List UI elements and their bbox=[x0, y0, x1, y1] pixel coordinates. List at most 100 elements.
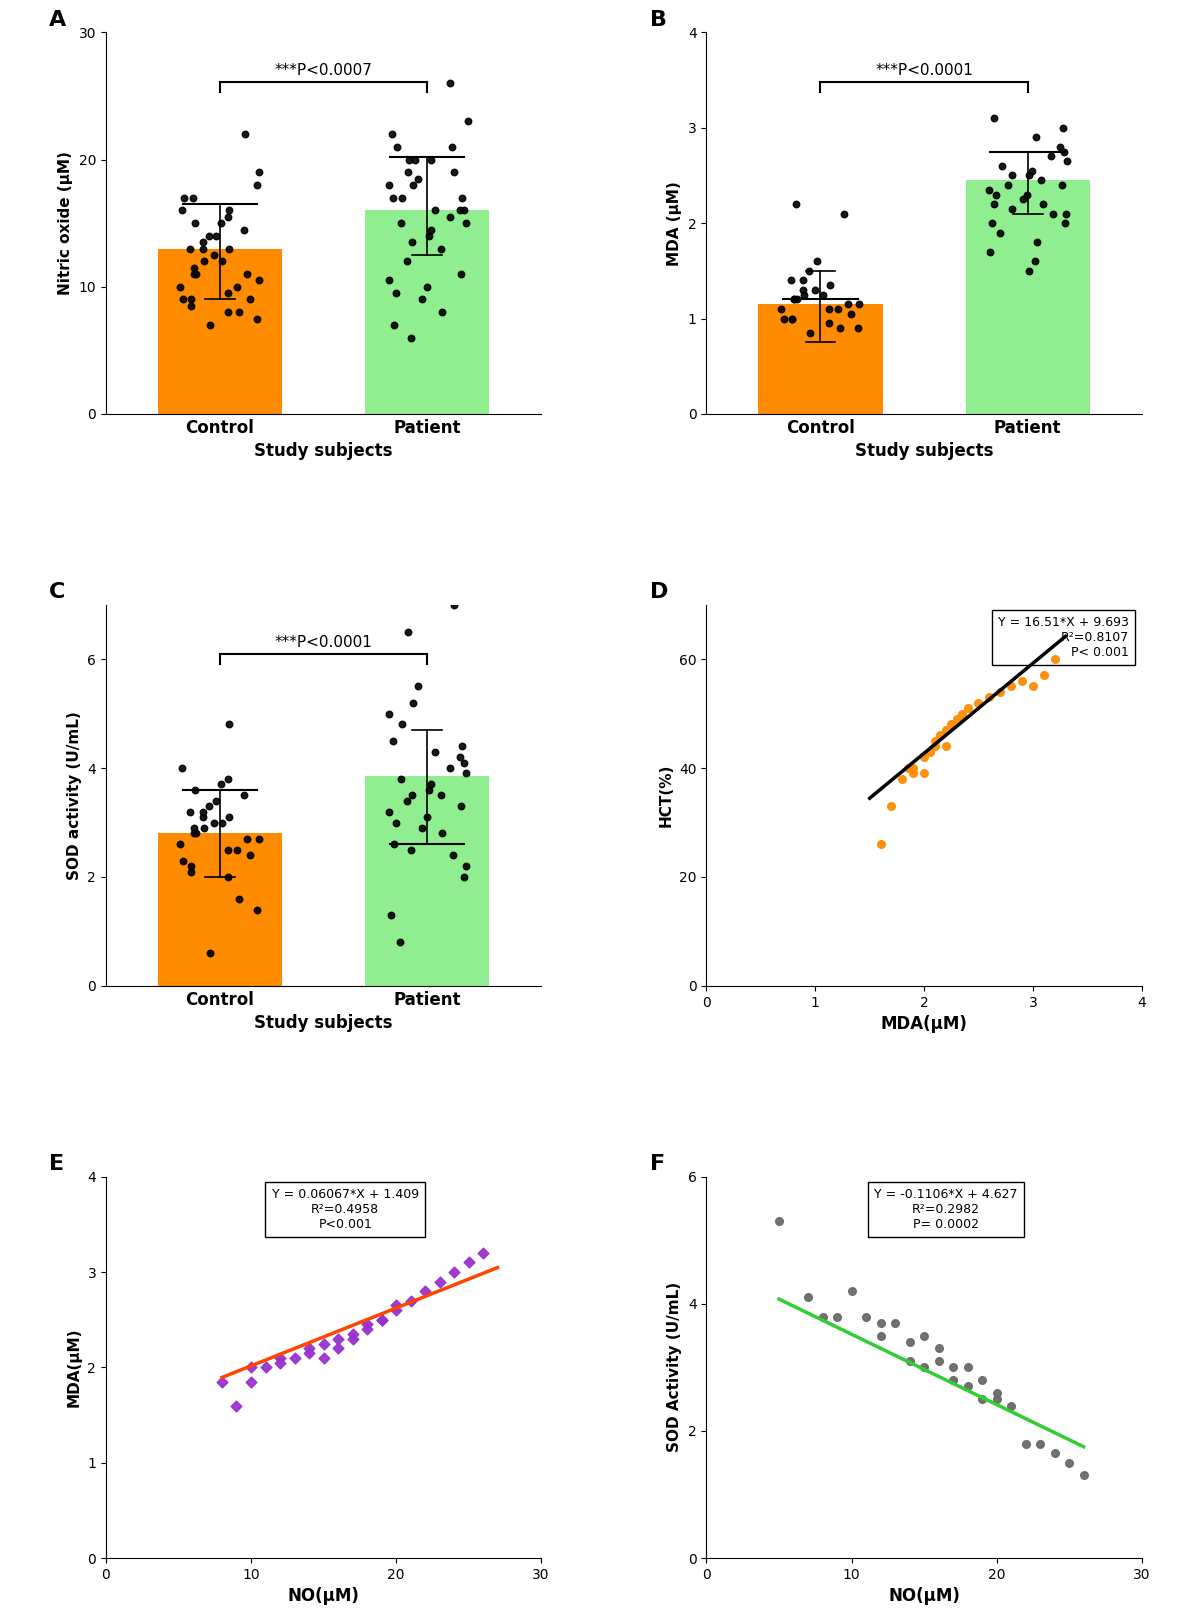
Point bbox=[419, 222, 438, 248]
Point bbox=[830, 315, 849, 341]
Point bbox=[219, 837, 238, 863]
Bar bbox=[158, 834, 282, 985]
Point bbox=[413, 286, 432, 312]
Point bbox=[399, 146, 418, 172]
Point bbox=[358, 1311, 377, 1337]
Point bbox=[793, 268, 812, 294]
Point bbox=[979, 177, 998, 203]
Point bbox=[440, 70, 459, 96]
Point bbox=[871, 831, 890, 857]
Point bbox=[452, 794, 471, 820]
Point bbox=[230, 299, 248, 325]
Point bbox=[399, 159, 418, 185]
Point bbox=[1026, 125, 1045, 151]
Point bbox=[271, 1345, 290, 1371]
Text: ***P<0.0001: ***P<0.0001 bbox=[876, 63, 973, 78]
Point bbox=[227, 274, 246, 300]
Point bbox=[455, 863, 474, 889]
Y-axis label: MDA (μM): MDA (μM) bbox=[667, 180, 683, 266]
Point bbox=[213, 1368, 232, 1394]
Point bbox=[834, 201, 853, 227]
Point bbox=[805, 278, 824, 304]
Point bbox=[1057, 148, 1076, 174]
Point bbox=[459, 1250, 478, 1276]
Text: ***P<0.0001: ***P<0.0001 bbox=[274, 635, 372, 651]
Point bbox=[184, 185, 202, 211]
Point bbox=[457, 854, 476, 880]
Text: ***P<0.0007: ***P<0.0007 bbox=[274, 63, 372, 78]
Point bbox=[213, 248, 232, 274]
Point bbox=[440, 204, 459, 230]
Point bbox=[942, 711, 960, 737]
Point bbox=[218, 204, 237, 230]
Point bbox=[391, 930, 410, 956]
Bar bbox=[965, 180, 1090, 414]
Point bbox=[793, 278, 812, 304]
Point bbox=[915, 1354, 933, 1380]
Point bbox=[234, 782, 253, 808]
Point bbox=[843, 1277, 862, 1303]
Point bbox=[1075, 1462, 1093, 1488]
Point bbox=[174, 286, 193, 312]
Point bbox=[248, 896, 267, 922]
Point bbox=[241, 842, 260, 868]
Point bbox=[314, 1345, 333, 1371]
Point bbox=[984, 105, 1003, 131]
Point bbox=[991, 219, 1010, 245]
Point bbox=[227, 837, 246, 863]
Point bbox=[1019, 258, 1038, 284]
Point bbox=[937, 717, 956, 743]
Point bbox=[250, 159, 268, 185]
Point bbox=[998, 172, 1017, 198]
Point bbox=[207, 787, 226, 813]
Point bbox=[358, 1316, 377, 1342]
Point bbox=[384, 727, 403, 753]
Point bbox=[403, 229, 421, 255]
Text: B: B bbox=[650, 10, 667, 29]
Point bbox=[212, 771, 231, 797]
Point bbox=[931, 722, 950, 748]
Point bbox=[820, 273, 839, 299]
Point bbox=[199, 794, 218, 820]
Point bbox=[237, 122, 255, 148]
Point bbox=[915, 761, 933, 787]
Point bbox=[849, 315, 867, 341]
Point bbox=[193, 229, 212, 255]
Y-axis label: HCT(%): HCT(%) bbox=[659, 763, 673, 828]
Point bbox=[786, 192, 805, 217]
Point bbox=[1051, 133, 1070, 159]
Point bbox=[829, 295, 847, 321]
X-axis label: Study subjects: Study subjects bbox=[254, 1014, 393, 1032]
Point bbox=[1002, 196, 1020, 222]
Point bbox=[1013, 187, 1032, 213]
Point bbox=[386, 281, 405, 307]
Point bbox=[401, 837, 420, 863]
Point bbox=[171, 831, 189, 857]
Point bbox=[271, 1350, 290, 1376]
Point bbox=[1033, 192, 1052, 217]
Point bbox=[904, 755, 923, 781]
Point bbox=[379, 799, 398, 824]
Point bbox=[418, 803, 437, 829]
Point bbox=[248, 305, 267, 331]
Point bbox=[1052, 172, 1071, 198]
Point bbox=[453, 185, 472, 211]
Point bbox=[813, 1303, 832, 1329]
Point bbox=[344, 1326, 363, 1352]
Point bbox=[885, 1310, 904, 1336]
Point bbox=[421, 216, 440, 242]
Point bbox=[458, 109, 477, 135]
Point bbox=[200, 940, 219, 966]
Text: Y = -0.1106*X + 4.627
R²=0.2982
P= 0.0002: Y = -0.1106*X + 4.627 R²=0.2982 P= 0.000… bbox=[875, 1188, 1018, 1232]
Point bbox=[799, 1284, 818, 1310]
Point bbox=[388, 133, 407, 159]
Point bbox=[227, 1393, 246, 1419]
Point bbox=[220, 803, 239, 829]
Point bbox=[1045, 1440, 1064, 1466]
Point bbox=[988, 1386, 1006, 1412]
Point bbox=[972, 1367, 991, 1393]
Point bbox=[300, 1341, 319, 1367]
Point bbox=[182, 286, 201, 312]
Point bbox=[180, 235, 199, 261]
Point bbox=[418, 274, 437, 300]
